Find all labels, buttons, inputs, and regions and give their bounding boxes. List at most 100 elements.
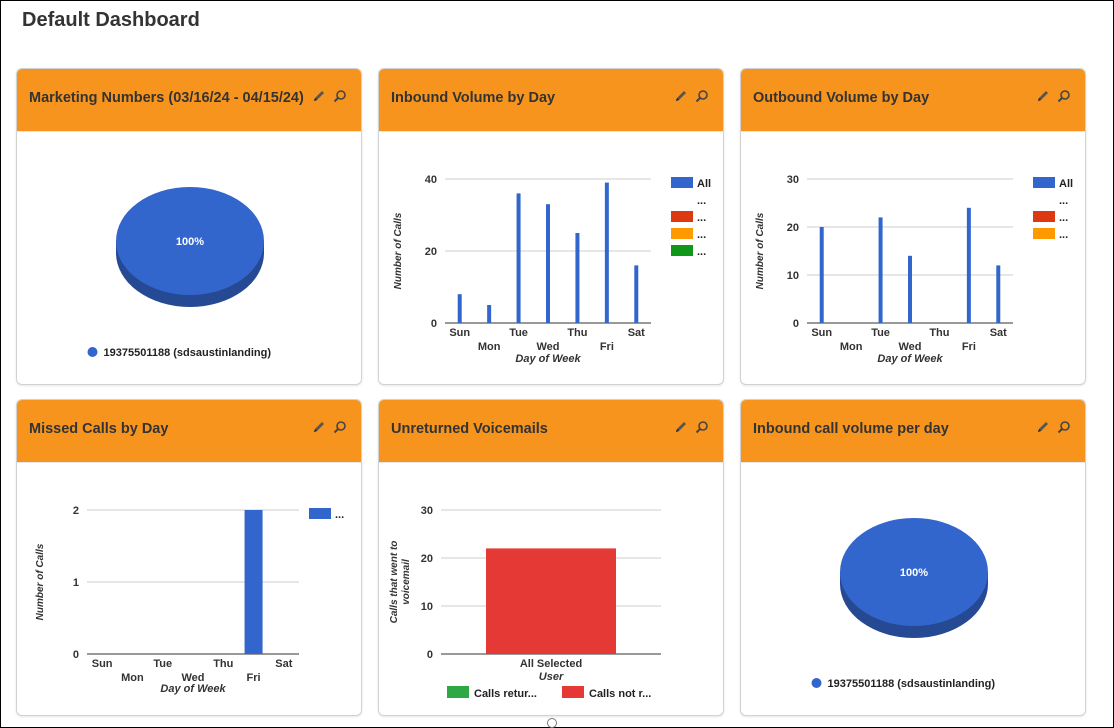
legend-label: 19375501188 (sdsaustinlanding) xyxy=(104,347,272,359)
widget-actions xyxy=(674,89,709,103)
magnifier-icon[interactable] xyxy=(333,420,347,434)
bar xyxy=(457,294,462,323)
pencil-icon[interactable] xyxy=(674,89,688,103)
widget-unreturned-voicemails: Unreturned Voicemails 0 10 20 30 All Selecte… xyxy=(378,399,724,716)
x-axis-title: Day of Week xyxy=(515,353,581,365)
widget-header: Inbound call volume per day xyxy=(741,400,1085,463)
legend-swatch xyxy=(671,228,693,239)
y-tick-label: 0 xyxy=(793,318,799,330)
widget-body: 100% 19375501188 (sdsaustinlanding) xyxy=(741,462,1085,715)
widget-actions xyxy=(1036,420,1071,434)
pencil-icon[interactable] xyxy=(1036,420,1050,434)
x-tick-label: Sat xyxy=(990,327,1007,339)
bar xyxy=(996,265,1001,323)
bar xyxy=(908,255,912,323)
pencil-icon[interactable] xyxy=(312,420,326,434)
magnifier-icon[interactable] xyxy=(333,89,347,103)
bar xyxy=(604,182,609,323)
bar-chart: 0 1 2 Sun Mon Tue Wed Thu Fri Sat Day of Week Numbe… xyxy=(35,505,344,695)
x-tick-label: Wed xyxy=(181,672,204,684)
y-tick-label: 0 xyxy=(427,649,433,661)
bar-chart: 0 20 40 Sun Mon Tue Wed Thu Fri Sat Day of Week Num… xyxy=(393,174,711,365)
x-tick-label: Wed xyxy=(898,341,921,353)
widget-header: Outbound Volume by Day xyxy=(741,69,1085,132)
pie-slice-label: 100% xyxy=(900,567,928,579)
pencil-icon[interactable] xyxy=(1036,89,1050,103)
x-tick-label: Tue xyxy=(153,658,172,670)
legend-label: Calls retur... xyxy=(474,688,537,700)
x-tick-label: Mon xyxy=(478,341,501,353)
magnifier-icon[interactable] xyxy=(695,420,709,434)
y-tick-label: 10 xyxy=(421,601,433,613)
y-tick-label: 40 xyxy=(425,174,437,186)
legend-label: ... xyxy=(697,229,706,241)
legend-swatch xyxy=(1033,211,1055,222)
widget-missed-calls: Missed Calls by Day 0 1 2 Sun Mon Tue Wed Thu Fr… xyxy=(16,399,362,716)
widget-title: Marketing Numbers (03/16/24 - 04/15/24) xyxy=(29,90,304,106)
pie-chart: 100% 19375501188 (sdsaustinlanding) xyxy=(811,518,995,690)
bar xyxy=(634,265,639,323)
widget-marketing-numbers: Marketing Numbers (03/16/24 - 04/15/24) … xyxy=(16,68,362,385)
x-axis-title: Day of Week xyxy=(160,683,226,695)
magnifier-icon[interactable] xyxy=(1057,89,1071,103)
widget-body: 0 20 40 Sun Mon Tue Wed Thu Fri Sat Day of Week Num… xyxy=(379,131,723,384)
widget-body: 0 10 20 30 All Selected User Calls that went t… xyxy=(379,462,723,715)
pencil-icon[interactable] xyxy=(312,89,326,103)
widget-body: 0 1 2 Sun Mon Tue Wed Thu Fri Sat Day of Week Numbe… xyxy=(17,462,361,715)
x-tick-label: All Selected xyxy=(520,658,582,670)
widget-inbound-volume: Inbound Volume by Day 0 20 40 Sun Mon Tue Wed T… xyxy=(378,68,724,385)
y-tick-label: 20 xyxy=(421,553,433,565)
widget-title: Outbound Volume by Day xyxy=(753,90,930,106)
widget-title: Missed Calls by Day xyxy=(29,421,169,437)
legend-swatch xyxy=(1033,194,1055,205)
legend-swatch xyxy=(811,678,822,688)
legend-swatch xyxy=(87,347,98,357)
legend-label: ... xyxy=(697,212,706,224)
widget-body: 0 10 20 30 Sun Mon Tue Wed Thu Fri Sat Day of Week N… xyxy=(741,131,1085,384)
scroll-indicator[interactable] xyxy=(547,718,557,728)
widget-outbound-volume: Outbound Volume by Day 0 10 20 30 Sun Mon Tue W… xyxy=(740,68,1086,385)
legend-label: ... xyxy=(1059,229,1068,241)
y-tick-label: 20 xyxy=(425,246,437,258)
bar xyxy=(546,204,550,323)
y-axis-title: Calls that went tovoicemail xyxy=(389,541,412,624)
widget-title: Inbound call volume per day xyxy=(753,421,949,437)
page-title: Default Dashboard xyxy=(22,9,200,31)
bar-chart: 0 10 20 30 Sun Mon Tue Wed Thu Fri Sat Day of Week N… xyxy=(755,174,1073,365)
widget-actions xyxy=(312,89,347,103)
y-axis-title-line: Calls that went to xyxy=(389,541,400,624)
legend-swatch xyxy=(671,194,693,205)
y-tick-label: 20 xyxy=(787,222,799,234)
y-tick-label: 2 xyxy=(73,505,79,517)
pencil-icon[interactable] xyxy=(674,420,688,434)
y-axis-title: Number of Calls xyxy=(35,543,46,620)
x-tick-label: Fri xyxy=(600,341,614,353)
y-tick-label: 0 xyxy=(431,318,437,330)
widget-actions xyxy=(674,420,709,434)
pie-slice xyxy=(840,518,988,626)
bar xyxy=(486,548,616,654)
x-tick-label: Sat xyxy=(275,658,292,670)
y-tick-label: 10 xyxy=(787,270,799,282)
legend-label: ... xyxy=(1059,195,1068,207)
y-tick-label: 1 xyxy=(73,577,79,589)
x-axis-title: Day of Week xyxy=(877,353,943,365)
legend-label: ... xyxy=(1059,212,1068,224)
legend-label: ... xyxy=(697,195,706,207)
legend-label: ... xyxy=(697,246,706,258)
widget-header: Unreturned Voicemails xyxy=(379,400,723,463)
magnifier-icon[interactable] xyxy=(1057,420,1071,434)
y-tick-label: 0 xyxy=(73,649,79,661)
pie-slice-label: 100% xyxy=(176,236,204,248)
pie-slice xyxy=(116,187,264,295)
legend-swatch xyxy=(447,686,469,698)
y-axis-title: Number of Calls xyxy=(755,212,766,289)
y-tick-label: 30 xyxy=(787,174,799,186)
x-tick-label: Fri xyxy=(247,672,261,684)
x-tick-label: Mon xyxy=(121,672,144,684)
magnifier-icon[interactable] xyxy=(695,89,709,103)
bar xyxy=(516,193,521,323)
widget-inbound-call-volume-per-day: Inbound call volume per day 100% 19375501… xyxy=(740,399,1086,716)
bar xyxy=(487,305,492,323)
bar xyxy=(878,217,883,323)
